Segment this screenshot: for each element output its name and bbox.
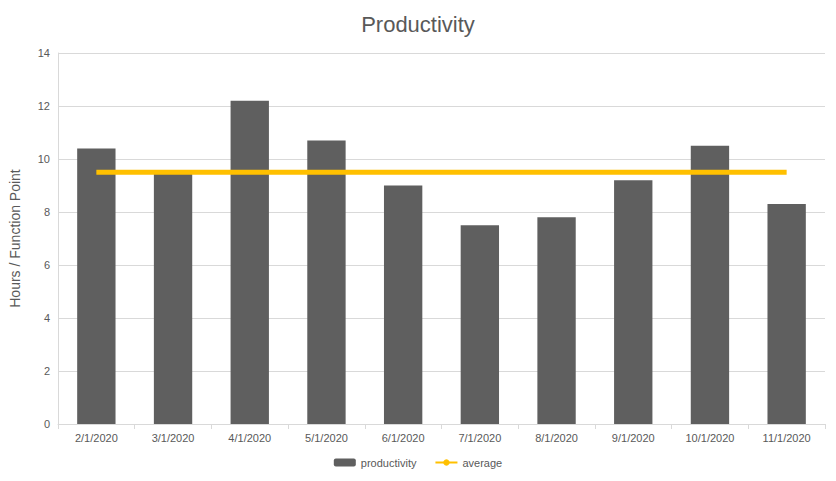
svg-text:7/1/2020: 7/1/2020 [458, 432, 501, 444]
svg-text:12: 12 [38, 100, 50, 112]
svg-text:productivity: productivity [361, 457, 417, 469]
svg-text:6/1/2020: 6/1/2020 [382, 432, 425, 444]
svg-text:0: 0 [44, 418, 50, 430]
svg-text:8: 8 [44, 206, 50, 218]
svg-text:14: 14 [38, 47, 50, 59]
svg-text:9/1/2020: 9/1/2020 [612, 432, 655, 444]
svg-text:10: 10 [38, 153, 50, 165]
svg-text:3/1/2020: 3/1/2020 [152, 432, 195, 444]
svg-text:5/1/2020: 5/1/2020 [305, 432, 348, 444]
svg-text:4/1/2020: 4/1/2020 [228, 432, 271, 444]
svg-text:2/1/2020: 2/1/2020 [75, 432, 118, 444]
svg-text:Productivity: Productivity [361, 12, 475, 37]
svg-text:2: 2 [44, 365, 50, 377]
svg-text:8/1/2020: 8/1/2020 [535, 432, 578, 444]
svg-text:average: average [462, 457, 502, 469]
svg-text:10/1/2020: 10/1/2020 [685, 432, 734, 444]
svg-text:4: 4 [44, 312, 50, 324]
svg-text:6: 6 [44, 259, 50, 271]
svg-text:11/1/2020: 11/1/2020 [763, 432, 811, 444]
svg-text:Hours / Function Point: Hours / Function Point [7, 169, 23, 308]
